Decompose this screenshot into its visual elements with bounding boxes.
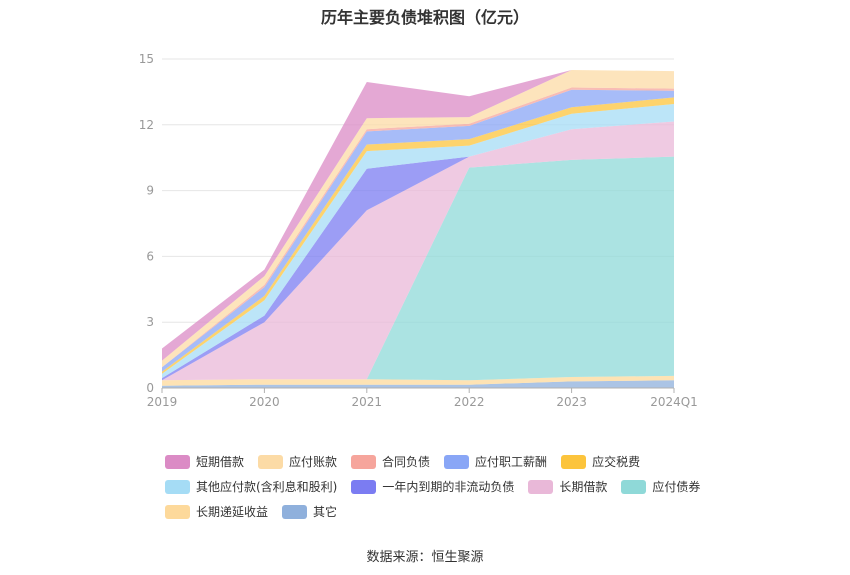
legend-label: 长期递延收益: [196, 505, 269, 519]
legend-item[interactable]: 应交税费: [561, 453, 640, 470]
series-areas: [162, 70, 674, 388]
series-area: [162, 156, 674, 381]
x-tick-label: 2024Q1: [650, 395, 698, 409]
legend-label: 短期借款: [196, 455, 245, 469]
legend-label: 应付职工薪酬: [475, 455, 548, 469]
legend-label: 应付账款: [289, 455, 338, 469]
legend-label: 合同负债: [382, 455, 431, 469]
legend-swatch: [561, 454, 587, 469]
legend-row: 短期借款 应付账款 合同负债 应付职工薪酬 应交税费: [165, 449, 765, 474]
legend-swatch: [282, 504, 308, 519]
x-tick-label: 2020: [249, 395, 280, 409]
legend-item[interactable]: 应付账款: [258, 453, 337, 470]
legend-label: 其他应付款(含利息和股利): [196, 480, 338, 494]
legend-row: 长期递延收益 其它: [165, 499, 765, 524]
legend-swatch: [351, 479, 377, 494]
legend-swatch: [351, 454, 377, 469]
legend-row: 其他应付款(含利息和股利) 一年内到期的非流动负债 长期借款 应付债券: [165, 474, 765, 499]
legend-item[interactable]: 短期借款: [165, 453, 244, 470]
legend-item[interactable]: 长期递延收益: [165, 503, 268, 520]
legend-swatch: [444, 454, 470, 469]
data-source: 数据来源：恒生聚源: [366, 550, 484, 565]
x-tick-label: 2023: [556, 395, 587, 409]
x-tick-label: 2022: [454, 395, 485, 409]
series-area: [162, 121, 674, 381]
axes: 0 3 6 9 12 15 2019 2020 2021 2022 2023 2024Q1: [139, 52, 698, 409]
legend-label: 应交税费: [592, 455, 641, 469]
legend: 短期借款 应付账款 合同负债 应付职工薪酬 应交税费其他应付款(含利息和股利) 一年内到期…: [165, 449, 765, 524]
y-tick-label: 12: [139, 118, 154, 132]
y-tick-label: 15: [139, 52, 154, 66]
y-tick-label: 6: [146, 249, 154, 263]
legend-swatch: [165, 504, 190, 519]
legend-label: 一年内到期的非流动负债: [382, 480, 515, 494]
legend-item[interactable]: 长期借款: [528, 478, 607, 495]
x-tick-label: 2019: [147, 395, 178, 409]
chart-title: 历年主要负债堆积图（亿元）: [320, 8, 529, 27]
legend-label: 长期借款: [559, 480, 608, 494]
y-tick-label: 9: [146, 184, 154, 198]
legend-swatch: [621, 479, 647, 494]
legend-item[interactable]: 一年内到期的非流动负债: [351, 478, 514, 495]
series-area: [162, 121, 674, 381]
x-tick-label: 2021: [352, 395, 383, 409]
legend-swatch: [528, 479, 554, 494]
series-area: [162, 375, 674, 386]
legend-label: 应付债券: [652, 480, 701, 494]
y-tick-label: 3: [146, 315, 154, 329]
legend-item[interactable]: 应付职工薪酬: [444, 453, 547, 470]
series-area: [162, 380, 674, 388]
legend-item[interactable]: 合同负债: [351, 453, 430, 470]
legend-swatch: [165, 479, 190, 494]
series-area: [162, 104, 674, 379]
legend-item[interactable]: 其他应付款(含利息和股利): [165, 478, 337, 495]
legend-label: 其它: [313, 505, 338, 519]
legend-item[interactable]: 其它: [282, 503, 337, 520]
y-tick-label: 0: [146, 381, 154, 395]
legend-swatch: [165, 454, 190, 469]
legend-swatch: [258, 454, 284, 469]
legend-item[interactable]: 应付债券: [621, 478, 700, 495]
